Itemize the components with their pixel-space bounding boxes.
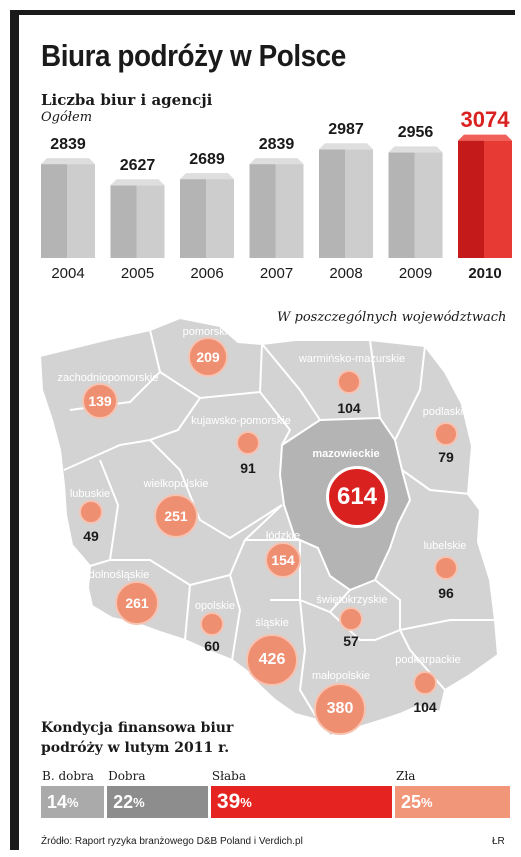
region-bubble-małopolskie: 380	[314, 683, 366, 735]
region-value-podlaskie: 79	[438, 449, 454, 465]
region-value-lubelskie: 96	[438, 585, 454, 601]
region-value-warmińsko-mazurskie: 104	[337, 400, 361, 416]
source-note: Źródło: Raport ryzyka branżowego D&B Pol…	[41, 836, 303, 847]
frame-left-border	[10, 10, 19, 850]
region-label-zachodniopomorskie: zachodniopomorskie	[57, 372, 159, 384]
region-bubble-zachodniopomorskie: 139	[82, 383, 118, 419]
bar-2008	[319, 143, 373, 258]
condition-label-zła: Zła	[396, 769, 416, 783]
condition-title: Kondycja finansowa biur podróży w lutym …	[41, 718, 233, 758]
bar-year-2007: 2007	[259, 265, 294, 282]
region-label-kujawsko-pomorskie: kujawsko-pomorskie	[191, 415, 291, 427]
condition-value-dobra: 22	[113, 791, 134, 812]
region-bubble-mazowieckie: 614	[326, 466, 388, 528]
region-value-kujawsko-pomorskie: 91	[240, 460, 256, 476]
region-label-pomorskie: pomorskie	[182, 326, 234, 338]
bar-2009	[388, 146, 443, 258]
frame-top-border	[10, 10, 515, 15]
region-bubble-pomorskie: 209	[188, 337, 228, 377]
condition-value-b-dobra: 14	[47, 791, 68, 812]
bar-2005	[110, 179, 165, 258]
condition-segment-dobra: 22%	[107, 786, 208, 818]
bar-year-2008: 2008	[329, 265, 363, 282]
region-value-podkarpackie: 104	[413, 699, 437, 715]
condition-segment-zła: 25%	[395, 786, 510, 818]
condition-label-dobra: Dobra	[108, 769, 146, 783]
region-bubble-świętokrzyskie	[339, 607, 363, 631]
region-bubble-podkarpackie	[413, 671, 437, 695]
region-label-świętokrzyskie: świętokrzyskie	[316, 594, 388, 606]
region-bubble-lubelskie	[434, 556, 458, 580]
region-bubble-śląskie: 426	[246, 634, 298, 686]
condition-title-line1: Kondycja finansowa biur	[41, 720, 234, 736]
region-label-łódzkie: łódzkie	[265, 530, 301, 542]
bar-year-2009: 2009	[398, 265, 433, 282]
region-label-mazowieckie: mazowieckie	[312, 448, 380, 460]
author-initials: ŁR	[492, 836, 505, 847]
region-label-podkarpackie: podkarpackie	[395, 654, 461, 666]
bar-2007	[249, 158, 304, 258]
bar-chart-svg	[41, 134, 512, 258]
region-bubble-warmińsko-mazurskie	[337, 370, 361, 394]
region-bubble-podlaskie	[434, 422, 458, 446]
region-bubble-dolnośląskie: 261	[115, 581, 159, 625]
map-caption: W poszczególnych województwach	[277, 310, 507, 325]
condition-segment-b-dobra: 14%	[41, 786, 105, 818]
bar-value-2007: 2839	[258, 136, 295, 154]
region-label-opolskie: opolskie	[194, 600, 236, 612]
region-label-podlaskie: podlaskie	[422, 406, 470, 418]
condition-segment-słaba: 39%	[210, 786, 392, 818]
region-value-opolskie: 60	[204, 638, 220, 654]
bar-value-2006: 2689	[189, 151, 225, 169]
bar-2004	[41, 158, 95, 258]
bar-value-2004: 2839	[50, 136, 86, 154]
condition-unit-b-dobra: %	[67, 794, 79, 810]
region-value-świętokrzyskie: 57	[343, 633, 359, 649]
condition-unit-dobra: %	[133, 794, 145, 810]
region-bubble-łódzkie: 154	[265, 542, 301, 578]
region-label-lubuskie: lubuskie	[69, 488, 111, 500]
region-borders	[63, 329, 495, 721]
condition-label-słaba: Słaba	[211, 769, 247, 783]
bar-value-2009: 2956	[397, 124, 434, 142]
region-label-małopolskie: małopolskie	[311, 670, 371, 682]
bar-value-2008: 2987	[328, 121, 364, 139]
condition-label-b-dobra: B. dobra	[42, 769, 94, 783]
condition-value-słaba: 39	[216, 790, 241, 813]
region-label-śląskie: śląskie	[255, 617, 289, 629]
bar-2006	[180, 173, 234, 258]
condition-title-line2: podróży w lutym 2011 r.	[41, 740, 230, 756]
bar-chart-title: Liczba biur i agencji	[41, 91, 213, 109]
region-value-lubuskie: 49	[83, 528, 99, 544]
region-bubble-lubuskie	[79, 500, 103, 524]
page-title: Biura podróży w Polsce	[41, 38, 346, 73]
bar-year-2010: 2010	[468, 265, 502, 282]
bar-year-2005: 2005	[120, 265, 155, 282]
region-label-wielkopolskie: wielkopolskie	[143, 478, 209, 490]
region-label-dolnośląskie: dolnośląskie	[88, 569, 150, 581]
condition-value-zła: 25	[401, 791, 422, 812]
bar-value-2005: 2627	[119, 157, 156, 175]
bar-value-2010: 3074	[460, 106, 510, 132]
bar-year-2004: 2004	[51, 265, 85, 282]
bar-2010	[458, 134, 512, 258]
condition-unit-zła: %	[421, 794, 433, 810]
region-bubble-opolskie	[200, 612, 224, 636]
region-bubble-wielkopolskie: 251	[154, 494, 198, 538]
bar-year-2006: 2006	[190, 265, 224, 282]
bar-chart-subtitle: Ogółem	[41, 110, 93, 125]
region-label-lubelskie: lubelskie	[423, 540, 467, 552]
condition-unit-słaba: %	[240, 794, 252, 810]
region-label-warmińsko-mazurskie: warmińsko-mazurskie	[298, 353, 406, 365]
region-bubble-kujawsko-pomorskie	[236, 431, 260, 455]
